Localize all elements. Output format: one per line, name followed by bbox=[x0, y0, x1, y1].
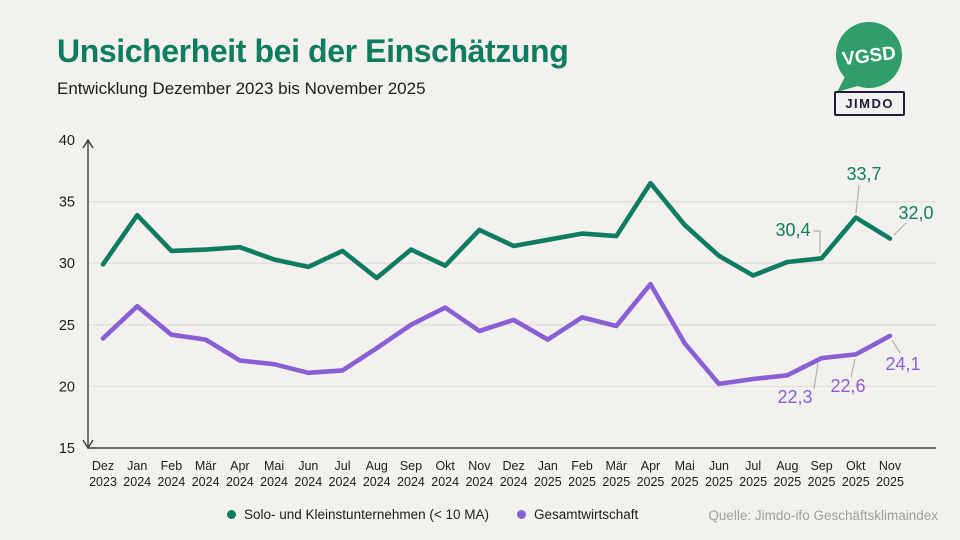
x-tick-label: Jun 2024 bbox=[294, 459, 322, 489]
data-label: 24,1 bbox=[885, 354, 920, 374]
x-tick-label: Sep 2024 bbox=[397, 459, 425, 489]
x-tick-label: Aug 2024 bbox=[363, 459, 391, 489]
legend-item-gesamt: Gesamtwirtschaft bbox=[517, 507, 638, 522]
source-note: Quelle: Jimdo-ifo Geschäftsklimaindex bbox=[708, 508, 938, 523]
legend-row: Solo- und Kleinstunternehmen (< 10 MA) G… bbox=[0, 507, 960, 533]
x-tick-label: Jun 2025 bbox=[705, 459, 733, 489]
x-tick-label: Nov 2025 bbox=[876, 459, 904, 489]
data-label-leader bbox=[893, 222, 907, 236]
x-tick-label: Nov 2024 bbox=[465, 459, 493, 489]
vgsd-logo-icon: VGSD bbox=[836, 22, 902, 92]
data-label-leader bbox=[813, 362, 819, 390]
x-tick-label: Dez 2024 bbox=[500, 459, 528, 489]
y-axis-arrow-up bbox=[82, 138, 94, 149]
y-tick-label: 25 bbox=[59, 318, 75, 334]
legend-label-gesamt: Gesamtwirtschaft bbox=[534, 507, 639, 522]
x-tick-label: Jan 2025 bbox=[534, 459, 562, 489]
y-tick-labels: 40 35 30 25 20 15 bbox=[59, 133, 75, 457]
y-tick-label: 35 bbox=[59, 195, 75, 211]
data-label: 30,4 bbox=[775, 220, 810, 240]
vgsd-bubble bbox=[836, 22, 902, 88]
x-tick-label: Mai 2024 bbox=[260, 459, 288, 489]
y-tick-label: 30 bbox=[59, 256, 75, 272]
axes bbox=[82, 138, 936, 450]
y-tick-label: 40 bbox=[59, 133, 75, 149]
series-line-gesamt bbox=[100, 281, 893, 387]
x-tick-label: Feb 2025 bbox=[568, 459, 596, 489]
legend-label-solo: Solo- und Kleinstunternehmen (< 10 MA) bbox=[244, 507, 490, 522]
x-tick-label: Jan 2024 bbox=[123, 459, 151, 489]
x-tick-label: Sep 2025 bbox=[808, 459, 836, 489]
x-tick-label: Jul 2025 bbox=[739, 459, 767, 489]
page-title: Unsicherheit bei der Einschätzung bbox=[57, 33, 569, 69]
data-label: 22,3 bbox=[777, 387, 812, 407]
x-tick-label: Mai 2025 bbox=[671, 459, 699, 489]
x-tick-label: Aug 2025 bbox=[773, 459, 801, 489]
data-label: 22,6 bbox=[830, 376, 865, 396]
legend-dot-green bbox=[227, 510, 236, 519]
series-line-solo bbox=[100, 180, 893, 281]
data-label-leader bbox=[855, 184, 860, 214]
data-labels: 30,4 33,7 32,0 22,3 22,6 24,1 bbox=[775, 164, 933, 407]
page-subtitle: Entwicklung Dezember 2023 bis November 2… bbox=[57, 79, 426, 98]
logo-block: VGSD JIMDO bbox=[828, 18, 938, 128]
y-tick-label: 15 bbox=[59, 441, 75, 457]
data-label: 33,7 bbox=[846, 164, 881, 184]
x-tick-label: Mär 2024 bbox=[192, 459, 220, 489]
legend: Solo- und Kleinstunternehmen (< 10 MA) G… bbox=[227, 507, 638, 522]
legend-item-solo: Solo- und Kleinstunternehmen (< 10 MA) bbox=[227, 507, 489, 522]
x-tick-label: Apr 2024 bbox=[226, 459, 254, 489]
y-tick-label: 20 bbox=[59, 379, 75, 395]
legend-dot-purple bbox=[517, 510, 527, 519]
data-label-leader bbox=[850, 358, 856, 378]
x-tick-label: Mär 2025 bbox=[602, 459, 630, 489]
jimdo-logo: JIMDO bbox=[834, 91, 905, 116]
x-tick-label: Okt 2025 bbox=[842, 459, 870, 489]
vgsd-bubble-tail bbox=[837, 77, 861, 92]
x-tick-label: Dez 2023 bbox=[89, 459, 117, 489]
data-label: 32,0 bbox=[898, 203, 933, 223]
x-tick-label: Okt 2024 bbox=[431, 459, 459, 489]
gridlines bbox=[88, 200, 936, 388]
x-tick-label: Apr 2025 bbox=[637, 459, 665, 489]
x-tick-label: Feb 2024 bbox=[158, 459, 186, 489]
data-label-leader bbox=[813, 230, 821, 253]
x-tick-label: Jul 2024 bbox=[329, 459, 357, 489]
data-label-leader bbox=[891, 339, 901, 354]
